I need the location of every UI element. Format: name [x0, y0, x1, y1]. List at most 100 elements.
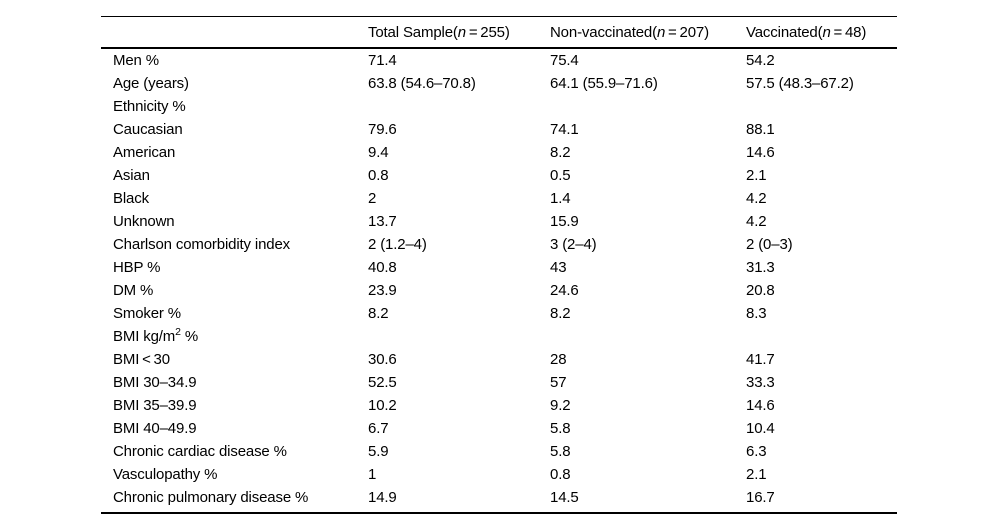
cell-value: 2.1 [746, 466, 767, 483]
header-text: = 255) [465, 23, 510, 41]
row-label: Chronic pulmonary disease % [113, 489, 309, 506]
row-label: Asian [113, 167, 150, 184]
cell-value: 43 [550, 259, 567, 276]
cell-value: 8.2 [550, 305, 571, 322]
superscript: 2 [175, 326, 181, 338]
cell-value: 57 [550, 374, 567, 391]
cell-value: 2 [368, 190, 377, 207]
table-row: Vasculopathy % 1 0.8 2.1 [101, 463, 897, 486]
column-header-vaccinated: Vaccinated(n = 48) [746, 24, 897, 41]
row-label: Unknown [113, 213, 175, 230]
cell-value: 6.7 [368, 420, 389, 437]
column-header-non-vaccinated: Non-vaccinated(n = 207) [550, 24, 746, 41]
cell-value: 52.5 [368, 374, 397, 391]
table-row: Smoker % 8.2 8.2 8.3 [101, 302, 897, 325]
table-row: American 9.4 8.2 14.6 [101, 141, 897, 164]
table-row: Charlson comorbidity index 2 (1.2–4) 3 (… [101, 233, 897, 256]
table-row: Black 2 1.4 4.2 [101, 187, 897, 210]
cell-value: 24.6 [550, 282, 579, 299]
cell-value: 8.2 [368, 305, 389, 322]
table-row: BMI 40–49.9 6.7 5.8 10.4 [101, 417, 897, 440]
cell-value: 5.9 [368, 443, 389, 460]
table-row: Chronic pulmonary disease % 14.9 14.5 16… [101, 486, 897, 509]
cell-value: 5.8 [550, 420, 571, 437]
cell-value: 14.6 [746, 144, 775, 161]
table-row: Chronic cardiac disease % 5.9 5.8 6.3 [101, 440, 897, 463]
cell-value: 20.8 [746, 282, 775, 299]
cell-value: 9.4 [368, 144, 389, 161]
cell-value: 40.8 [368, 259, 397, 276]
row-label: DM % [113, 282, 154, 299]
cell-value: 2 (1.2–4) [368, 236, 427, 253]
header-text: Non-vaccinated( [550, 23, 657, 41]
label-text: % [180, 328, 199, 345]
row-label: HBP % [113, 259, 161, 276]
cell-value: 75.4 [550, 52, 579, 69]
table-body: Men % 71.4 75.4 54.2 Age (years) 63.8 (5… [101, 49, 897, 514]
header-text: Vaccinated( [746, 23, 823, 41]
table-row: Caucasian 79.6 74.1 88.1 [101, 118, 897, 141]
header-text: Total Sample( [368, 23, 458, 41]
row-label: Men % [113, 52, 159, 69]
table-row: BMI < 30 30.6 28 41.7 [101, 348, 897, 371]
cell-value: 14.5 [550, 489, 579, 506]
table-row-section: BMI kg/m2 % [101, 325, 897, 348]
column-header-total-sample: Total Sample(n = 255) [368, 24, 550, 41]
cell-value: 0.8 [550, 466, 571, 483]
cell-value: 9.2 [550, 397, 571, 414]
cell-value: 4.2 [746, 213, 767, 230]
cell-value: 4.2 [746, 190, 767, 207]
cell-value: 3 (2–4) [550, 236, 597, 253]
table-header-row: Total Sample(n = 255) Non-vaccinated(n =… [101, 17, 897, 49]
cell-value: 74.1 [550, 121, 579, 138]
n-variable: n [656, 23, 666, 41]
cell-value: 54.2 [746, 52, 775, 69]
table-row: BMI 35–39.9 10.2 9.2 14.6 [101, 394, 897, 417]
row-label: Charlson comorbidity index [113, 236, 291, 253]
table-row: HBP % 40.8 43 31.3 [101, 256, 897, 279]
n-variable: n [822, 23, 831, 41]
cell-value: 14.6 [746, 397, 775, 414]
cell-value: 0.8 [368, 167, 389, 184]
cell-value: 5.8 [550, 443, 571, 460]
cell-value: 6.3 [746, 443, 767, 460]
cell-value: 8.2 [550, 144, 571, 161]
table-row: DM % 23.9 24.6 20.8 [101, 279, 897, 302]
cell-value: 2 (0–3) [746, 236, 793, 253]
cell-value: 23.9 [368, 282, 397, 299]
row-label: BMI < 30 [113, 351, 170, 368]
row-label: Vasculopathy % [113, 466, 218, 483]
row-label: Black [113, 190, 149, 207]
n-variable: n [457, 23, 466, 41]
cell-value: 8.3 [746, 305, 767, 322]
cell-value: 79.6 [368, 121, 397, 138]
cell-value: 64.1 (55.9–71.6) [550, 75, 658, 92]
cell-value: 13.7 [368, 213, 397, 230]
cell-value: 15.9 [550, 213, 579, 230]
cell-value: 28 [550, 351, 567, 368]
row-label: Age (years) [113, 75, 189, 92]
table-row: Unknown 13.7 15.9 4.2 [101, 210, 897, 233]
row-label: American [113, 144, 176, 161]
cell-value: 30.6 [368, 351, 397, 368]
table-row: Asian 0.8 0.5 2.1 [101, 164, 897, 187]
table-row: Age (years) 63.8 (54.6–70.8) 64.1 (55.9–… [101, 72, 897, 95]
row-label: BMI 35–39.9 [113, 397, 197, 414]
header-text: = 207) [665, 23, 709, 41]
row-label: BMI 30–34.9 [113, 374, 197, 391]
cell-value: 41.7 [746, 351, 775, 368]
cell-value: 16.7 [746, 489, 775, 506]
cell-value: 1 [368, 466, 377, 483]
row-label: BMI 40–49.9 [113, 420, 197, 437]
table-row: BMI 30–34.9 52.5 57 33.3 [101, 371, 897, 394]
cell-value: 10.2 [368, 397, 397, 414]
row-label: Caucasian [113, 121, 183, 138]
cell-value: 33.3 [746, 374, 775, 391]
row-label: Smoker % [113, 305, 181, 322]
table-row: Men % 71.4 75.4 54.2 [101, 49, 897, 72]
row-label: Chronic cardiac disease % [113, 443, 287, 460]
cell-value: 14.9 [368, 489, 397, 506]
cell-value: 10.4 [746, 420, 775, 437]
characteristics-table: Total Sample(n = 255) Non-vaccinated(n =… [101, 16, 897, 514]
